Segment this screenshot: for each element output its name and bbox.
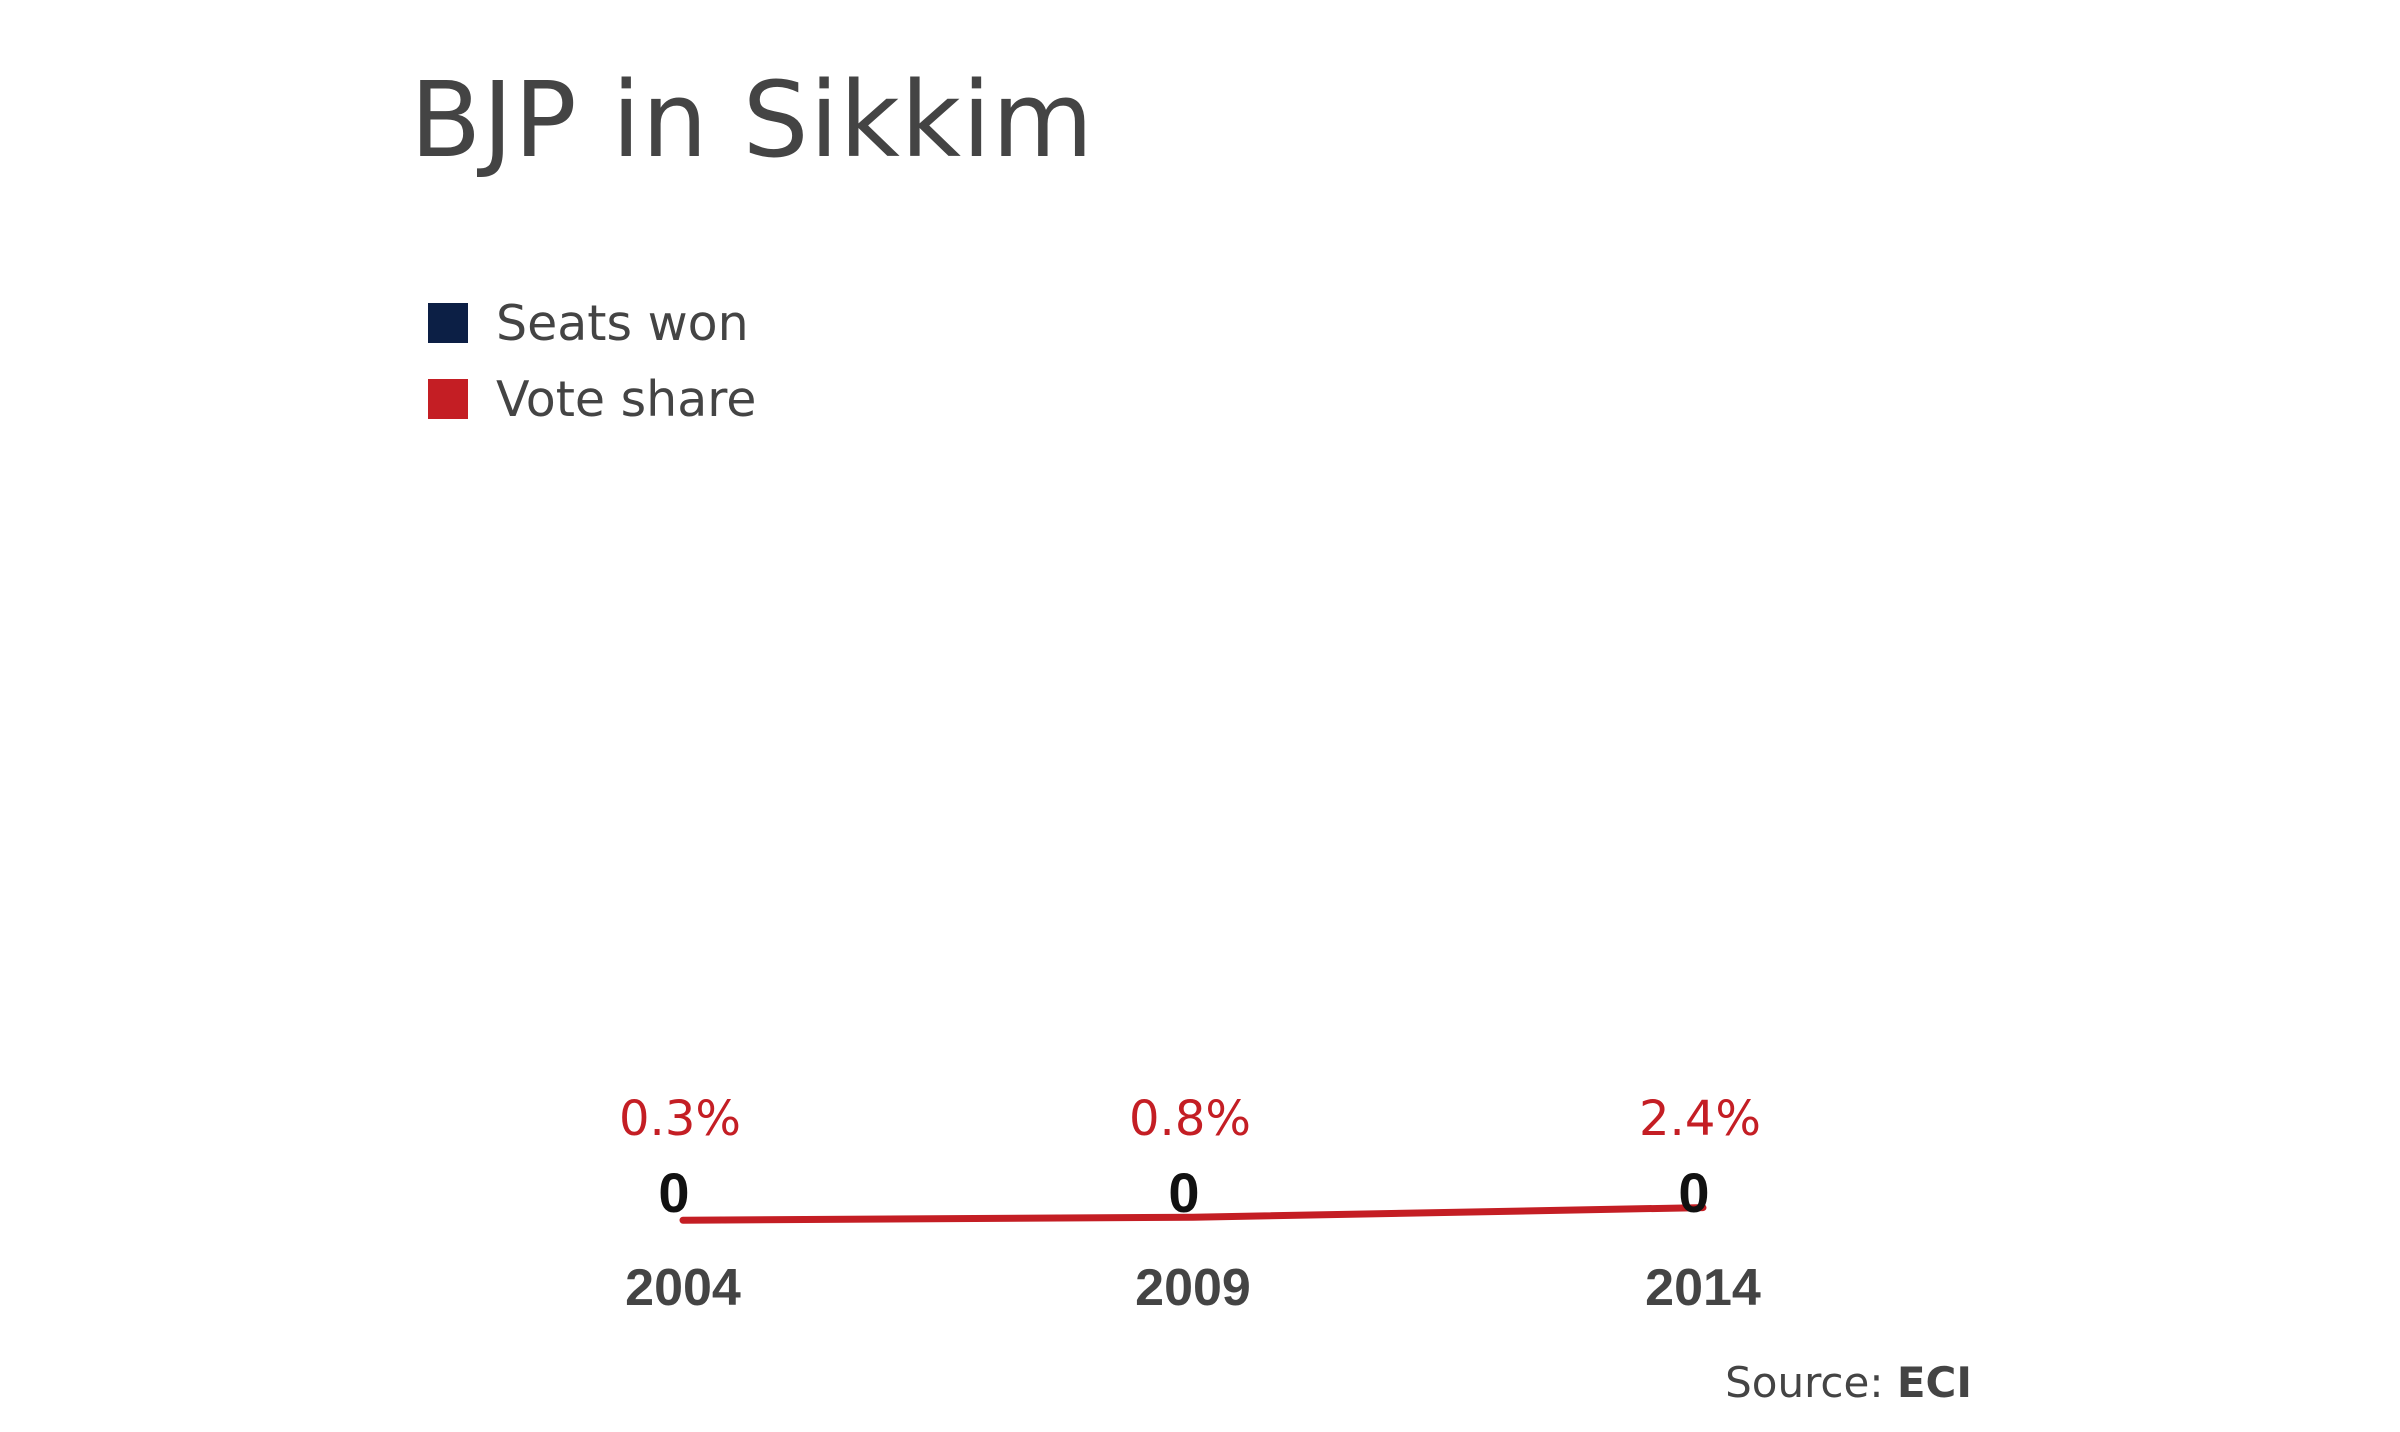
x-tick-label-2004: 2004 (625, 1259, 741, 1317)
legend-item-vote-share: Vote share (428, 361, 756, 437)
legend-label-vote-share: Vote share (496, 370, 757, 428)
source-note: Source: ECI (1725, 1362, 1972, 1404)
chart-title: BJP in Sikkim (410, 59, 1095, 181)
legend-label-seats: Seats won (496, 294, 749, 352)
seats-label-2004: 0 (658, 1161, 689, 1224)
x-tick-label-2009: 2009 (1135, 1259, 1251, 1317)
vote-share-label-2009: 0.8% (1129, 1091, 1251, 1147)
seats-label-2014: 0 (1678, 1161, 1709, 1224)
legend-item-seats: Seats won (428, 285, 756, 361)
vote-share-line (679, 1204, 1707, 1224)
seats-label-2009: 0 (1168, 1161, 1199, 1224)
source-value: ECI (1896, 1358, 1972, 1407)
legend-swatch-seats (428, 303, 468, 343)
source-prefix: Source: (1725, 1358, 1897, 1407)
legend: Seats won Vote share (428, 285, 756, 437)
vote-share-label-2014: 2.4% (1639, 1091, 1761, 1147)
legend-swatch-vote-share (428, 379, 468, 419)
vote-share-label-2004: 0.3% (619, 1091, 741, 1147)
x-tick-label-2014: 2014 (1645, 1259, 1761, 1317)
